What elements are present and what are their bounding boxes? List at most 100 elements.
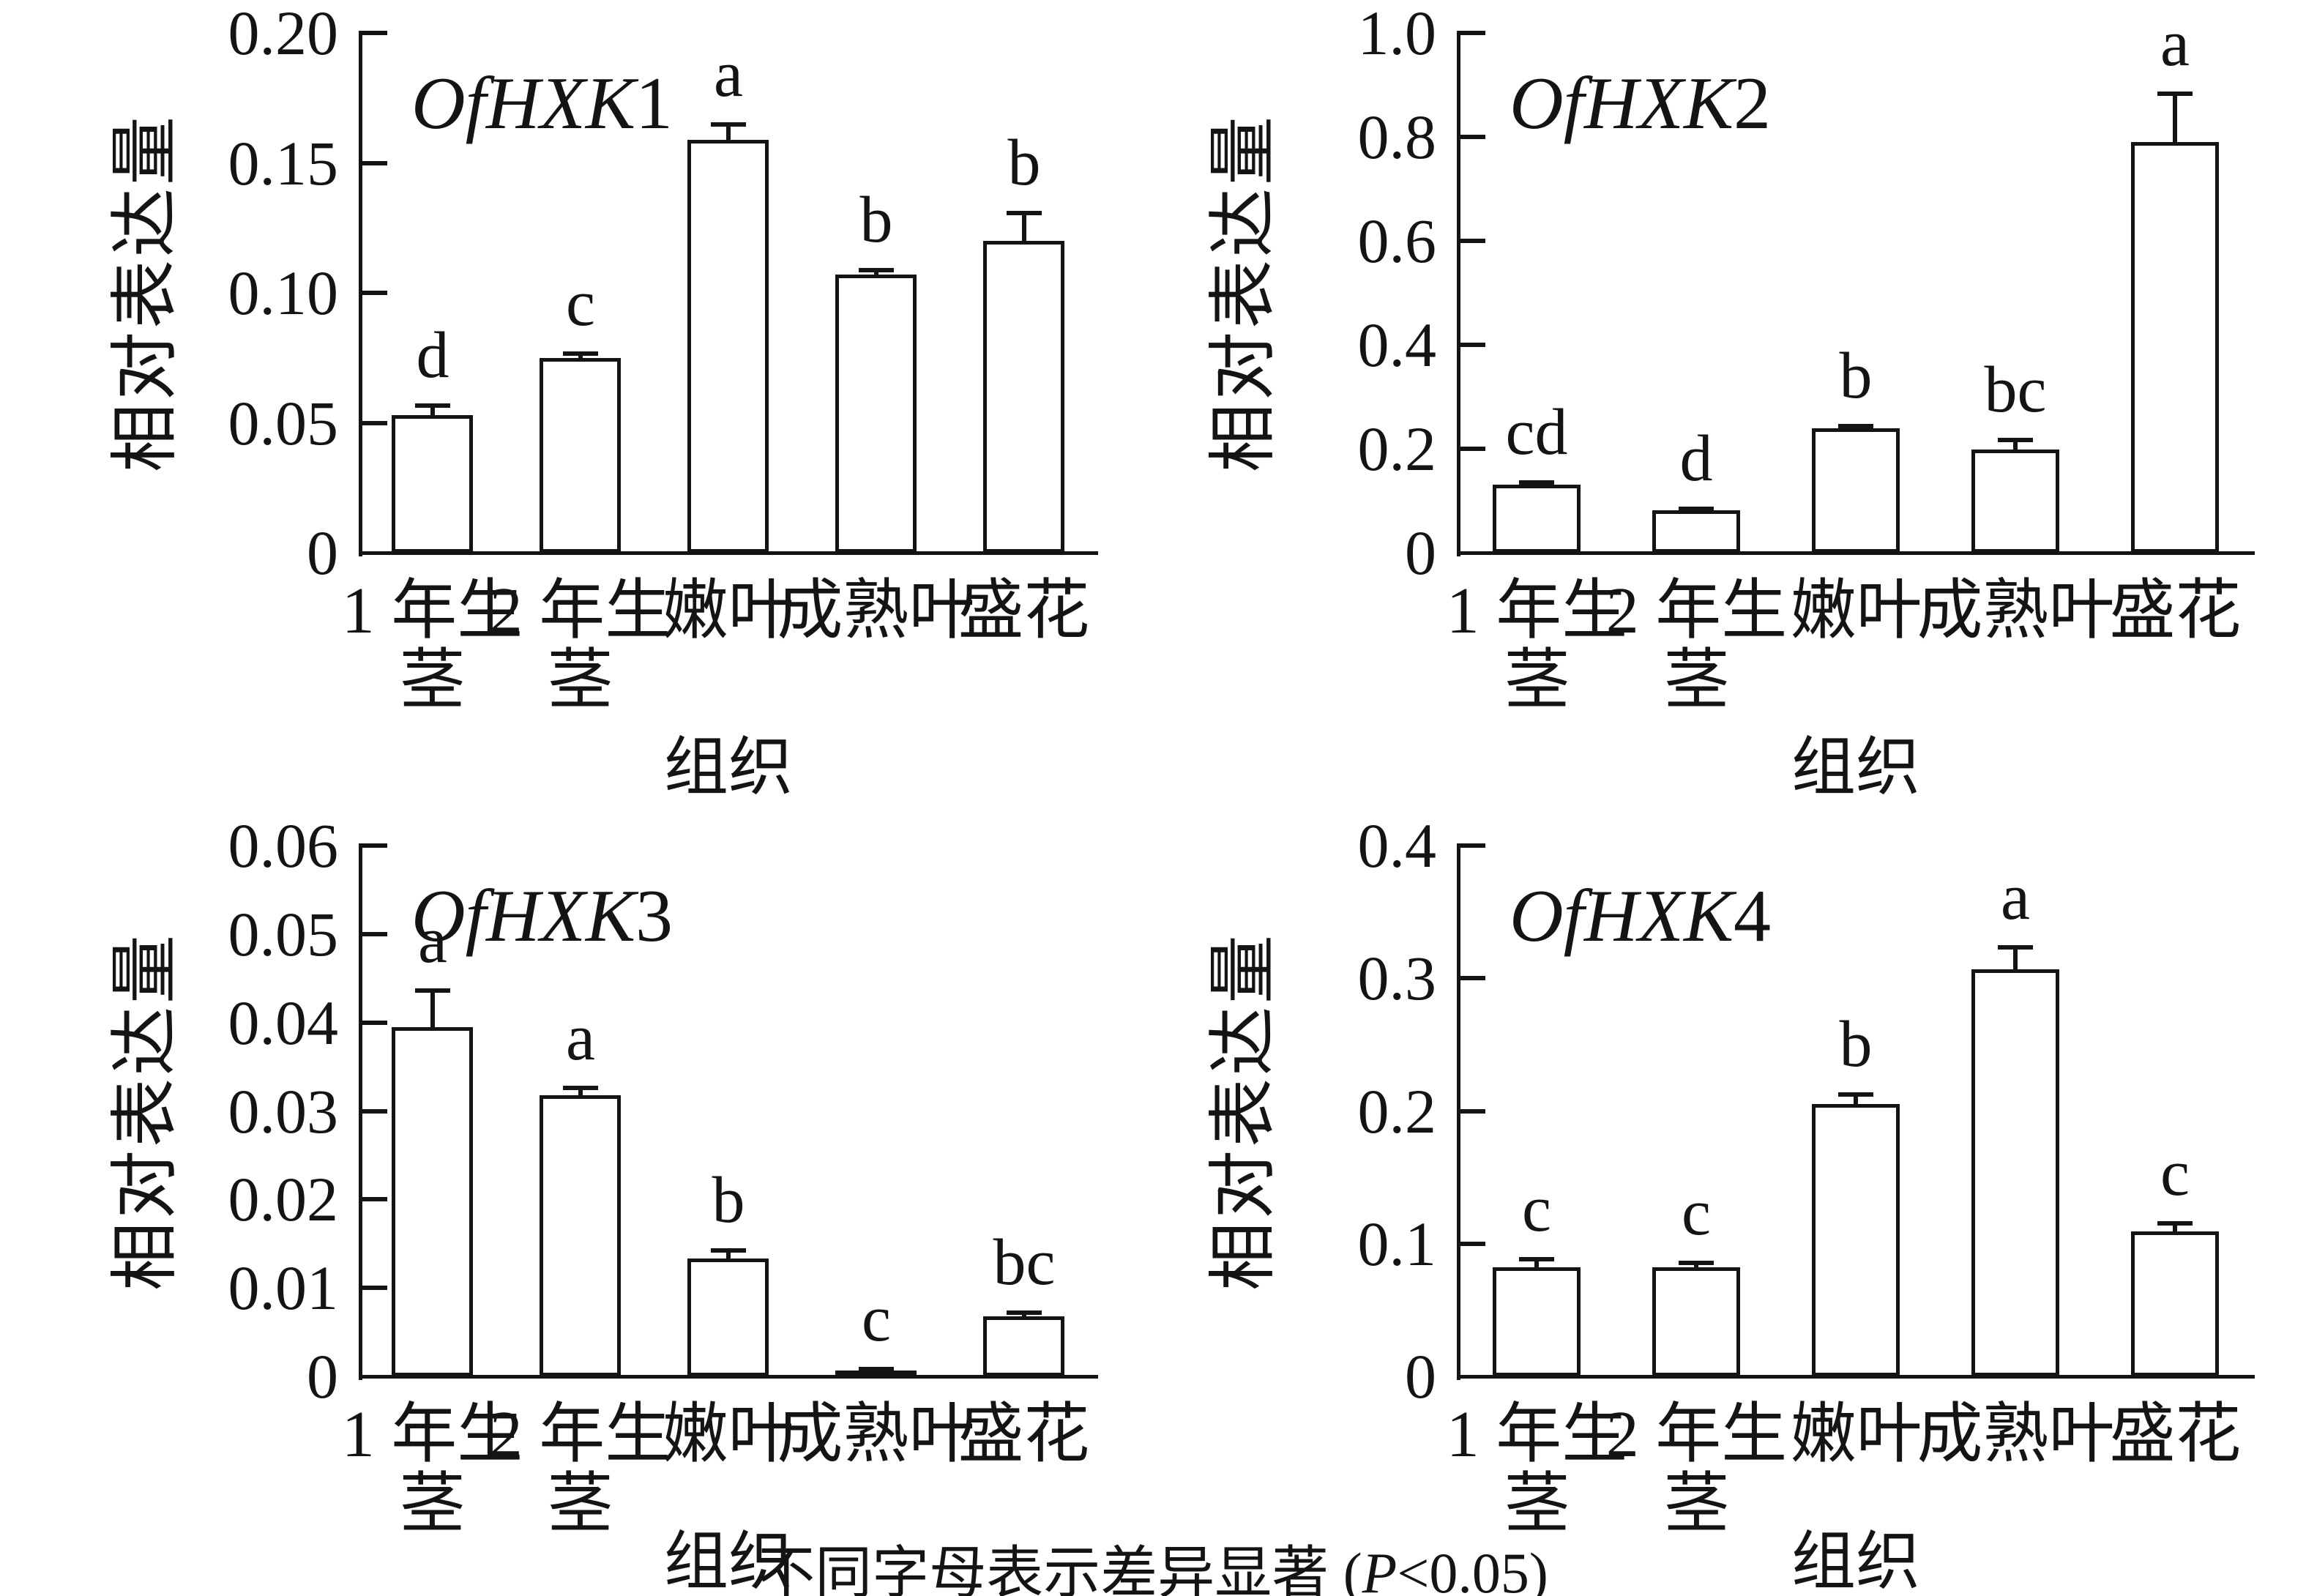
y-tick-label: 0.4 <box>1357 310 1437 380</box>
panel-title-gene: OfHXK <box>1510 875 1734 958</box>
y-tick <box>362 31 387 35</box>
y-tick-label: 0.15 <box>228 128 339 198</box>
error-whisker <box>1694 508 1698 514</box>
panel-title-number: 3 <box>635 875 673 958</box>
y-tick-label: 0.2 <box>1357 1076 1437 1146</box>
x-category-label: 1 年生 茎 <box>1446 575 1628 717</box>
sig-letter: bc <box>1984 354 2047 426</box>
y-tick <box>362 1197 387 1201</box>
error-cap <box>2157 92 2193 96</box>
sig-letter: bc <box>993 1226 1056 1299</box>
y-axis-title: 相对表达量 <box>108 931 184 1291</box>
y-tick <box>1460 343 1485 347</box>
x-axis-line <box>359 551 1098 555</box>
x-category-label: 成熟叶 <box>1917 1398 2115 1471</box>
sig-letter: a <box>418 904 447 977</box>
y-tick-label: 0 <box>307 1341 338 1412</box>
bar <box>983 1316 1064 1376</box>
sig-letter: d <box>1679 422 1713 495</box>
error-cap <box>859 268 894 272</box>
caption-text: 不同字母表示差异显著 ( <box>758 1541 1362 1596</box>
x-axis-line <box>359 1375 1098 1379</box>
x-axis-title: 组织 <box>663 733 794 804</box>
caption-p-symbol: P <box>1362 1541 1398 1596</box>
y-axis-line <box>359 31 362 556</box>
x-category-label: 1 年生 茎 <box>341 1398 523 1541</box>
error-cap <box>1519 480 1554 485</box>
error-whisker <box>1534 482 1539 488</box>
bar <box>687 1258 769 1376</box>
sig-letter: a <box>2160 7 2190 80</box>
y-tick-label: 0.2 <box>1357 414 1437 484</box>
error-whisker <box>1534 1258 1539 1271</box>
y-tick-label: 0.03 <box>228 1076 339 1146</box>
sig-letter: a <box>566 1002 595 1074</box>
x-category-label: 2 年生 茎 <box>1605 1398 1788 1541</box>
error-cap <box>415 988 450 993</box>
error-whisker <box>1694 1262 1698 1270</box>
error-cap <box>1998 438 2033 442</box>
sig-letter: c <box>862 1283 891 1355</box>
y-tick <box>362 1021 387 1025</box>
y-tick <box>1460 976 1485 980</box>
sig-letter: b <box>1007 127 1041 199</box>
panel-title-gene: OfHXK <box>411 62 635 145</box>
bar <box>1971 450 2059 553</box>
error-cap <box>415 403 450 408</box>
error-cap <box>1679 507 1714 511</box>
error-cap <box>1519 1257 1554 1261</box>
bar <box>392 1027 473 1376</box>
y-tick <box>362 1109 387 1114</box>
y-tick <box>1460 31 1485 35</box>
x-category-label: 嫩叶 <box>1790 1398 1922 1471</box>
bar <box>2131 1231 2219 1376</box>
y-tick-label: 0.6 <box>1357 206 1437 276</box>
error-cap <box>1838 424 1873 428</box>
panel-title: OfHXK2 <box>1510 61 1771 146</box>
x-axis-line <box>1457 551 2255 555</box>
x-axis-title: 组织 <box>1791 733 1921 804</box>
y-tick <box>1460 135 1485 139</box>
error-cap <box>711 122 746 127</box>
x-category-label: 盛花 <box>2109 1398 2242 1471</box>
error-cap <box>1838 1092 1873 1097</box>
bar <box>687 140 769 553</box>
panel-title-gene: OfHXK <box>411 875 635 958</box>
x-category-label: 盛花 <box>958 575 1090 647</box>
x-category-label: 嫩叶 <box>662 575 794 647</box>
error-whisker <box>1022 1312 1026 1319</box>
y-tick <box>1460 1109 1485 1114</box>
x-category-label: 嫩叶 <box>662 1398 794 1471</box>
sig-letter: a <box>2001 861 2030 933</box>
x-category-label: 2 年生 茎 <box>489 1398 671 1541</box>
error-whisker <box>1854 425 1858 431</box>
y-tick-label: 0.8 <box>1357 102 1437 172</box>
y-tick-label: 0.02 <box>228 1164 339 1234</box>
x-axis-title: 组织 <box>663 1527 794 1596</box>
error-cap <box>1998 945 2033 950</box>
panel-title: OfHXK4 <box>1510 873 1771 959</box>
error-whisker <box>726 124 731 142</box>
y-tick-label: 0.05 <box>228 899 339 969</box>
y-tick <box>1460 239 1485 243</box>
x-category-label: 成熟叶 <box>777 575 975 647</box>
y-tick-label: 0.04 <box>228 988 339 1058</box>
figure-caption: 不同字母表示差异显著 (P<0.05) <box>758 1527 1548 1596</box>
bar <box>1652 510 1740 553</box>
x-category-label: 2 年生 茎 <box>489 575 671 717</box>
bar <box>540 1095 621 1376</box>
y-tick <box>362 421 387 425</box>
bar <box>1812 1104 1900 1376</box>
sig-letter: b <box>1839 1008 1873 1081</box>
y-tick <box>1460 843 1485 848</box>
y-axis-line <box>1457 843 1460 1380</box>
caption-threshold: <0.05) <box>1397 1541 1548 1596</box>
bar <box>835 275 917 553</box>
x-category-label: 1 年生 茎 <box>1446 1398 1628 1541</box>
panel-title-number: 2 <box>1734 62 1771 145</box>
y-tick <box>362 1286 387 1290</box>
y-tick-label: 0.05 <box>228 388 339 458</box>
panel-title-gene: OfHXK <box>1510 62 1734 145</box>
sig-letter: c <box>566 267 595 340</box>
bar <box>1971 969 2059 1376</box>
